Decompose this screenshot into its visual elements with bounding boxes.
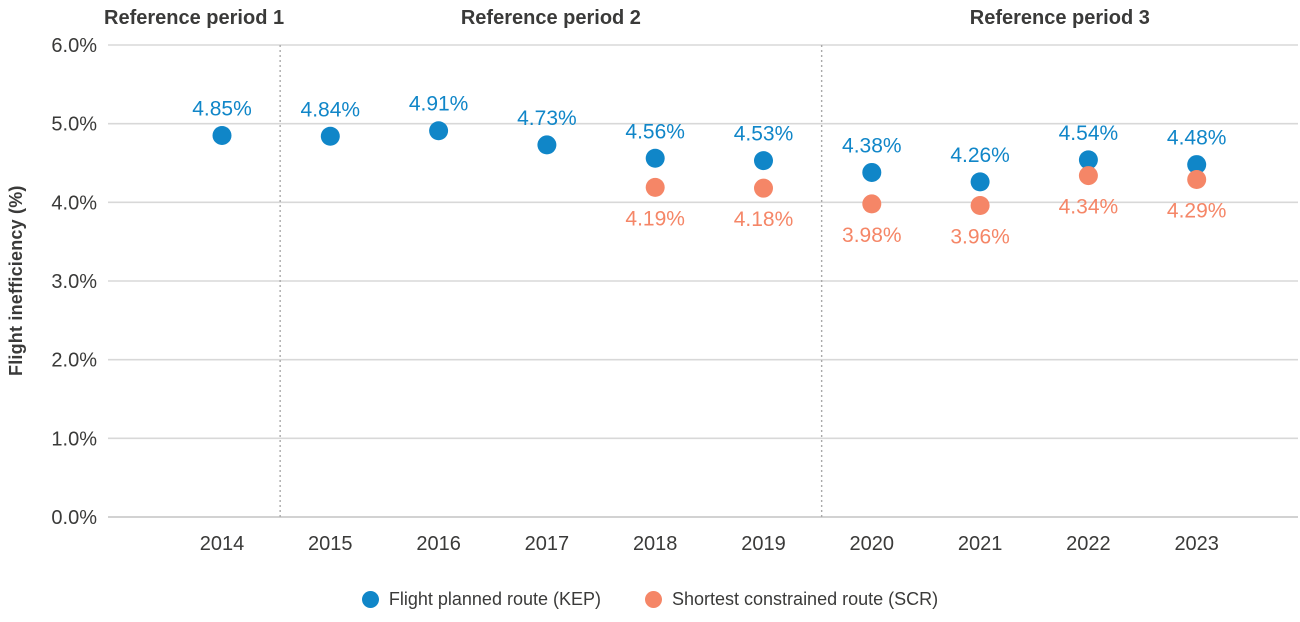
y-axis-title: Flight inefficiency (%): [6, 185, 26, 377]
data-point-label: 4.73%: [517, 107, 577, 130]
data-point: [754, 151, 773, 171]
y-tick-label: 4.0%: [51, 192, 97, 214]
y-tick-label: 0.0%: [51, 507, 97, 529]
data-point-label: 3.96%: [950, 225, 1010, 248]
data-point-label: 4.34%: [1059, 196, 1119, 219]
legend-item-scr: Shortest constrained route (SCR): [645, 589, 938, 610]
data-point: [645, 177, 665, 197]
data-point-label: 4.18%: [734, 208, 794, 231]
reference-period-title: Reference period 3: [970, 7, 1150, 29]
legend-item-kep: Flight planned route (KEP): [361, 589, 601, 610]
x-tick-label: 2014: [200, 533, 245, 555]
x-tick-label: 2023: [1174, 533, 1219, 555]
scr-series-dot-icon: [645, 591, 662, 608]
data-point: [970, 195, 990, 215]
data-point: [1078, 166, 1098, 186]
data-point: [862, 162, 882, 182]
data-point: [212, 125, 232, 145]
data-point: [1187, 170, 1207, 190]
data-point: [1078, 150, 1098, 170]
data-point-label: 4.56%: [625, 120, 685, 143]
y-tick-label: 3.0%: [51, 271, 97, 293]
reference-period-title: Reference period 1: [104, 7, 284, 29]
y-tick-label: 5.0%: [51, 114, 97, 136]
x-tick-label: 2019: [741, 533, 786, 555]
x-tick-label: 2017: [525, 533, 570, 555]
x-tick-label: 2022: [1066, 533, 1111, 555]
data-point: [862, 194, 882, 214]
x-tick-label: 2016: [416, 533, 461, 555]
data-point-label: 4.54%: [1059, 122, 1119, 145]
data-point-label: 4.26%: [950, 144, 1010, 167]
data-point-label: 3.98%: [842, 224, 902, 247]
data-point-label: 4.53%: [734, 123, 794, 146]
data-point-label: 4.91%: [409, 93, 469, 116]
reference-period-title: Reference period 2: [461, 7, 641, 29]
data-point-label: 4.38%: [842, 134, 902, 157]
data-point-label: 4.48%: [1167, 127, 1227, 150]
x-tick-label: 2021: [958, 533, 1003, 555]
x-tick-label: 2015: [308, 533, 353, 555]
y-tick-label: 2.0%: [51, 350, 97, 372]
x-tick-label: 2018: [633, 533, 678, 555]
data-point: [970, 172, 990, 192]
data-point: [645, 148, 665, 168]
data-point: [320, 126, 340, 146]
y-tick-label: 6.0%: [51, 35, 97, 57]
data-point-label: 4.84%: [301, 98, 361, 121]
data-point: [754, 178, 773, 198]
y-tick-label: 1.0%: [51, 428, 97, 450]
data-point: [537, 135, 557, 155]
data-point-label: 4.19%: [625, 207, 685, 230]
x-tick-label: 2020: [850, 533, 895, 555]
data-point-label: 4.85%: [192, 97, 252, 120]
data-point-label: 4.29%: [1167, 200, 1227, 223]
legend-label-kep: Flight planned route (KEP): [388, 589, 601, 609]
data-point: [1187, 155, 1207, 175]
chart-legend: Flight planned route (KEP) Shortest cons…: [0, 589, 1300, 610]
kep-series-dot-icon: [361, 591, 379, 608]
data-point: [429, 121, 449, 141]
legend-label-scr: Shortest constrained route (SCR): [672, 589, 939, 609]
